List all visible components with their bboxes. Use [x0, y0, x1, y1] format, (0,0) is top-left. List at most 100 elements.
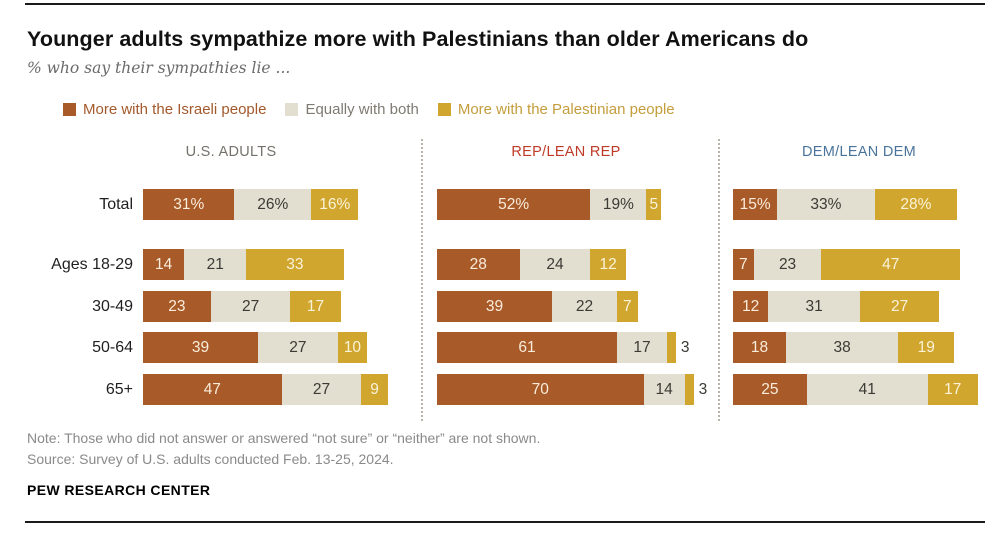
bar-segment-label: 18	[750, 338, 769, 356]
bar-segment-label: 27	[242, 297, 260, 315]
equally-swatch-icon	[285, 103, 299, 116]
bar-segment-palestinian: 9	[361, 374, 388, 405]
bar-segment-label: 23	[168, 297, 186, 315]
bar-segment-palestinian: 47	[821, 249, 961, 280]
bar-segment-palestinian	[684, 374, 694, 405]
legend-item-palestinian: More with the Palestinian people	[437, 101, 675, 118]
bar-segment-palestinian: 33	[246, 249, 344, 280]
bar-segment-label: 21	[206, 255, 224, 273]
bar-segment-israeli: 7	[733, 249, 754, 280]
panel-header: U.S. ADULTS	[185, 144, 277, 160]
bar-segment-equally: 27	[281, 374, 362, 405]
bar-segment-label: 14	[655, 380, 673, 398]
bar-segment-palestinian: 5	[646, 189, 662, 220]
bar-segment-label: 41	[858, 380, 876, 398]
panel-separator	[421, 139, 423, 421]
bar-segment-palestinian: 19	[898, 332, 955, 363]
row-label: Ages 18-29	[51, 256, 133, 273]
bar-segment-palestinian: 16%	[311, 189, 359, 220]
bar-segment-label: 27	[891, 297, 909, 315]
chart-subtitle: % who say their sympathies lie ...	[27, 59, 291, 77]
bar-row: 18 38 19	[733, 332, 955, 363]
top-rule	[25, 3, 985, 5]
bar-segment-equally: 24	[519, 249, 591, 280]
bar-segment-label: 12	[599, 255, 617, 273]
row-label: 65+	[105, 381, 133, 398]
bar-segment-equally: 23	[753, 249, 822, 280]
bar-segment-equally: 26%	[234, 189, 312, 220]
bar-segment-label: 70	[531, 380, 549, 398]
bar-segment-label: 39	[485, 297, 504, 315]
bar-segment-label: 7	[739, 255, 748, 273]
palestinian-swatch-icon	[437, 103, 451, 116]
bar-segment-equally: 41	[806, 374, 928, 405]
bar-row: 52% 19% 5	[437, 189, 662, 220]
bar-segment-label: 38	[833, 338, 851, 356]
bar-segment-label: 16%	[319, 195, 351, 213]
bar-row: 15% 33% 28%	[733, 189, 958, 220]
bar-segment-equally: 27	[210, 291, 291, 322]
bar-segment-equally: 22	[552, 291, 617, 322]
bar-segment-label: 33	[286, 255, 304, 273]
bar-segment-label: 47	[882, 255, 900, 273]
bar-segment-label: 31%	[173, 195, 205, 213]
bar-segment-israeli: 52%	[437, 189, 591, 220]
bar-segment-israeli: 25	[733, 374, 807, 405]
bar-segment-israeli: 70	[437, 374, 644, 405]
bar-segment-palestinian: 7	[616, 291, 638, 322]
bottom-rule	[25, 521, 985, 523]
bar-segment-israeli: 31%	[143, 189, 235, 220]
bar-segment-label: 33%	[810, 195, 842, 213]
bar-segment-label: 27	[289, 338, 307, 356]
bar-row: 25 41 17	[733, 374, 978, 405]
bar-segment-label: 17	[944, 380, 962, 398]
page-title: Younger adults sympathize more with Pale…	[27, 27, 809, 51]
bar-segment-label: 9	[370, 380, 379, 398]
row-label: 30-49	[92, 298, 133, 315]
bar-segment-israeli: 61	[437, 332, 617, 363]
legend-item-israeli: More with the Israeli people	[63, 101, 266, 118]
bar-segment-label: 26%	[257, 195, 289, 213]
bar-segment-israeli: 28	[437, 249, 520, 280]
bar-segment-israeli: 39	[437, 291, 553, 322]
bar-segment-palestinian: 28%	[874, 189, 958, 220]
panel-separator	[718, 139, 720, 421]
bar-segment-israeli: 39	[143, 332, 259, 363]
bar-segment-palestinian: 12	[590, 249, 626, 280]
bar-segment-equally: 38	[786, 332, 899, 363]
bar-row: 70 14 3	[437, 374, 707, 405]
row-label: 50-64	[92, 339, 133, 356]
bar-segment-label: 22	[575, 297, 594, 315]
bar-segment-israeli: 12	[733, 291, 769, 322]
brand-text: PEW RESEARCH CENTER	[27, 482, 211, 498]
bar-row: 23 27 17	[143, 291, 341, 322]
legend: More with the Israeli people Equally wit…	[63, 101, 675, 118]
legend-item-equally: Equally with both	[285, 101, 419, 118]
bar-segment-label: 19	[917, 338, 935, 356]
bar-row: 7 23 47	[733, 249, 961, 280]
bar-segment-label: 28%	[900, 195, 932, 213]
bar-row: 14 21 33	[143, 249, 344, 280]
bar-segment-israeli: 47	[143, 374, 282, 405]
row-label: Total	[99, 196, 133, 213]
bar-row: 39 22 7	[437, 291, 638, 322]
bar-segment-israeli: 14	[143, 249, 185, 280]
bar-segment-palestinian: 27	[859, 291, 940, 322]
legend-label: More with the Israeli people	[83, 101, 267, 118]
bar-segment-palestinian: 17	[927, 374, 978, 405]
bar-segment-label: 15%	[739, 195, 771, 213]
bar-row: 39 27 10	[143, 332, 368, 363]
bar-segment-israeli: 15%	[733, 189, 778, 220]
bar-segment-equally: 19%	[590, 189, 647, 220]
bar-segment-palestinian: 10	[337, 332, 368, 363]
bar-segment-equally: 27	[258, 332, 338, 363]
bar-segment-label: 47	[203, 380, 221, 398]
bar-segment-label: 19%	[602, 195, 634, 213]
bar-segment-label: 23	[778, 255, 797, 273]
bar-segment-palestinian: 17	[290, 291, 341, 322]
bar-segment-israeli: 23	[143, 291, 211, 322]
bar-segment-label: 52%	[498, 195, 530, 213]
bar-row: 47 27 9	[143, 374, 388, 405]
bar-segment-label: 25	[761, 380, 779, 398]
